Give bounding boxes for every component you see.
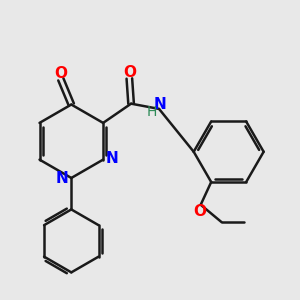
Text: H: H <box>147 105 157 119</box>
Text: N: N <box>153 97 166 112</box>
Text: O: O <box>194 204 206 219</box>
Text: N: N <box>106 152 118 166</box>
Text: O: O <box>54 66 67 81</box>
Text: N: N <box>55 171 68 186</box>
Text: O: O <box>123 65 136 80</box>
